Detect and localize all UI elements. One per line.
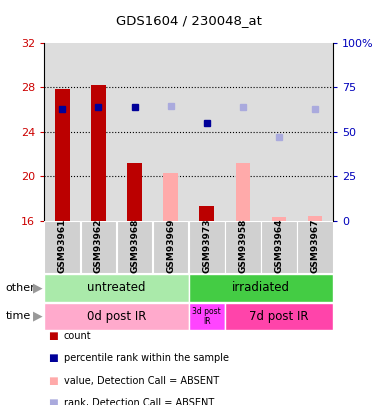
Text: ■: ■: [48, 398, 58, 405]
Text: ▶: ▶: [33, 310, 43, 323]
Text: GSM93962: GSM93962: [94, 219, 103, 273]
Bar: [163, 173, 178, 221]
Text: GSM93964: GSM93964: [275, 219, 283, 273]
Text: time: time: [6, 311, 31, 321]
Bar: [44, 303, 189, 330]
Text: GSM93961: GSM93961: [58, 219, 67, 273]
Bar: [189, 221, 224, 273]
Text: 7d post IR: 7d post IR: [249, 310, 309, 323]
Text: 0d post IR: 0d post IR: [87, 310, 146, 323]
Bar: [225, 221, 261, 273]
Text: GSM93958: GSM93958: [238, 219, 247, 273]
Text: ▶: ▶: [33, 281, 43, 294]
Bar: [127, 163, 142, 221]
Bar: [80, 43, 116, 221]
Bar: [261, 221, 297, 273]
Text: untreated: untreated: [87, 281, 146, 294]
Text: GDS1604 / 230048_at: GDS1604 / 230048_at: [116, 14, 261, 27]
Bar: [80, 221, 116, 273]
Bar: [297, 221, 333, 273]
Text: 3d post
IR: 3d post IR: [192, 307, 221, 326]
Bar: [44, 43, 80, 221]
Bar: [225, 303, 333, 330]
Bar: [153, 221, 189, 273]
Bar: [55, 90, 70, 221]
Bar: [116, 43, 152, 221]
Bar: [308, 216, 322, 221]
Text: GSM93969: GSM93969: [166, 219, 175, 273]
Text: rank, Detection Call = ABSENT: rank, Detection Call = ABSENT: [64, 398, 214, 405]
Bar: [44, 274, 189, 302]
Bar: [189, 274, 333, 302]
Bar: [117, 221, 152, 273]
Text: GSM93968: GSM93968: [130, 219, 139, 273]
Text: percentile rank within the sample: percentile rank within the sample: [64, 354, 229, 363]
Text: other: other: [6, 283, 35, 293]
Bar: [297, 43, 333, 221]
Bar: [272, 217, 286, 221]
Text: GSM93973: GSM93973: [202, 219, 211, 273]
Bar: [189, 43, 225, 221]
Bar: [261, 43, 297, 221]
Bar: [152, 43, 189, 221]
Bar: [236, 163, 250, 221]
Bar: [44, 221, 80, 273]
Bar: [225, 43, 261, 221]
Text: count: count: [64, 331, 91, 341]
Bar: [189, 303, 225, 330]
Bar: [91, 85, 105, 221]
Text: irradiated: irradiated: [232, 281, 290, 294]
Text: ■: ■: [48, 354, 58, 363]
Bar: [199, 206, 214, 221]
Text: ■: ■: [48, 376, 58, 386]
Text: GSM93967: GSM93967: [310, 219, 320, 273]
Text: value, Detection Call = ABSENT: value, Detection Call = ABSENT: [64, 376, 219, 386]
Text: ■: ■: [48, 331, 58, 341]
